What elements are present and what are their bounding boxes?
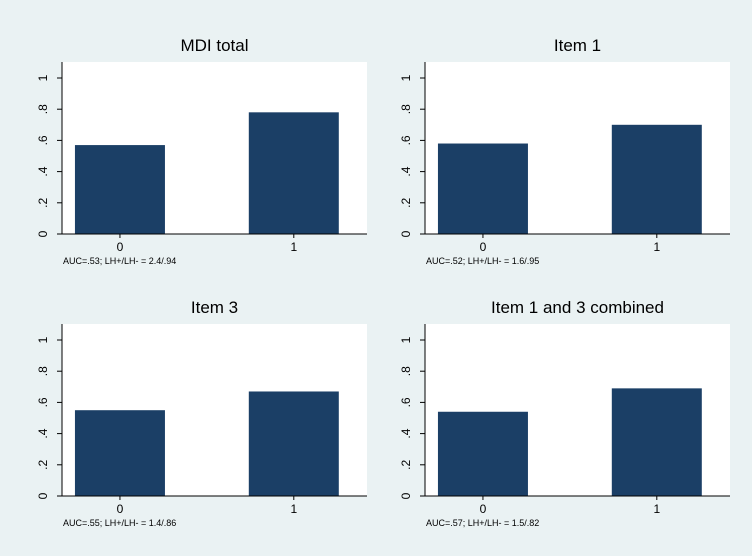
- x-tick-label: 0: [480, 240, 487, 254]
- x-tick-label: 1: [290, 240, 297, 254]
- y-tick-label: 0: [36, 492, 50, 499]
- chart-title: Item 3: [191, 298, 238, 317]
- y-tick-label: 1: [36, 74, 50, 81]
- y-tick-label: .4: [36, 166, 50, 176]
- y-tick-label: 0: [399, 492, 413, 499]
- bar-1: [248, 391, 339, 496]
- chart-panel-2: Item 1 0 .2 .4 .6 .8 1 0 1 AUC=.52; LH+/LH- = 1.6…: [399, 36, 730, 266]
- bar-1: [611, 388, 702, 496]
- chart-panel-3: Item 3 0 .2 .4 .6 .8 1 0 1 AUC=.55; LH+/LH- = 1.4…: [36, 298, 367, 528]
- bar-0: [74, 145, 165, 234]
- x-tick-label: 1: [653, 240, 660, 254]
- y-tick-label: 1: [399, 336, 413, 343]
- bar-0: [437, 143, 528, 234]
- y-tick-label: .4: [399, 428, 413, 438]
- chart-panel-4: Item 1 and 3 combined 0 .2 .4 .6 .8 1 0 1 AUC=.57…: [399, 298, 730, 528]
- chart-panel-1: MDI total 0 .2 .4 .6 .8 1 0 1 AUC=.53; LH+/LH- = …: [36, 36, 367, 266]
- bar-0: [437, 411, 528, 496]
- y-tick-label: .2: [399, 459, 413, 469]
- y-tick-label: .4: [36, 428, 50, 438]
- bar-1: [248, 112, 339, 234]
- chart-title: MDI total: [180, 36, 248, 55]
- y-tick-label: .6: [399, 135, 413, 145]
- x-tick-label: 0: [480, 502, 487, 516]
- y-tick-label: .4: [399, 166, 413, 176]
- y-tick-label: .2: [36, 459, 50, 469]
- y-tick-label: .8: [399, 366, 413, 376]
- y-tick-label: .2: [36, 197, 50, 207]
- chart-title: Item 1 and 3 combined: [491, 298, 664, 317]
- y-tick-label: .6: [36, 135, 50, 145]
- y-tick-label: .8: [399, 104, 413, 114]
- y-tick-label: 1: [399, 74, 413, 81]
- auc-note: AUC=.53; LH+/LH- = 2.4/.94: [63, 256, 176, 266]
- auc-note: AUC=.57; LH+/LH- = 1.5/.82: [426, 518, 539, 528]
- chart-title: Item 1: [554, 36, 601, 55]
- y-tick-label: 0: [36, 230, 50, 237]
- y-tick-label: 0: [399, 230, 413, 237]
- y-tick-label: .2: [399, 197, 413, 207]
- x-tick-label: 0: [117, 240, 124, 254]
- x-tick-label: 1: [290, 502, 297, 516]
- x-tick-label: 0: [117, 502, 124, 516]
- bar-1: [611, 124, 702, 234]
- y-tick-label: .6: [399, 397, 413, 407]
- y-tick-label: .8: [36, 104, 50, 114]
- bar-0: [74, 410, 165, 496]
- y-tick-label: .8: [36, 366, 50, 376]
- auc-note: AUC=.52; LH+/LH- = 1.6/.95: [426, 256, 539, 266]
- auc-note: AUC=.55; LH+/LH- = 1.4/.86: [63, 518, 176, 528]
- y-tick-label: 1: [36, 336, 50, 343]
- x-tick-label: 1: [653, 502, 660, 516]
- y-tick-label: .6: [36, 397, 50, 407]
